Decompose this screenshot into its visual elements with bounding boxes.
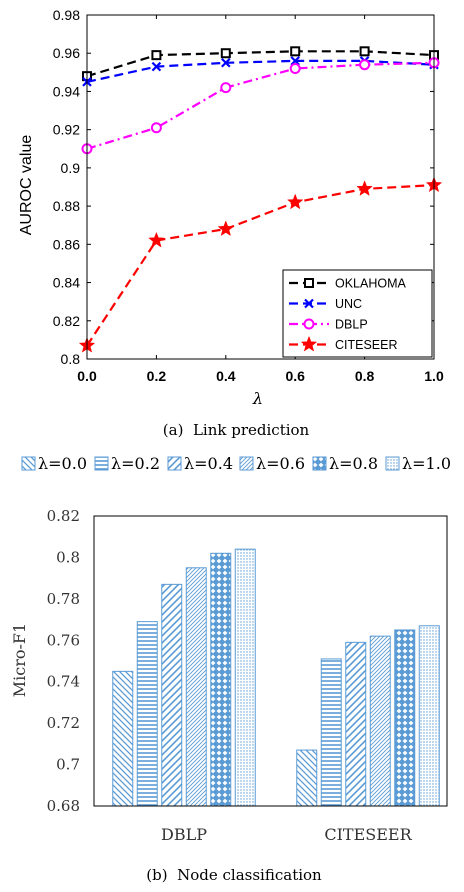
data-point-dblp bbox=[359, 59, 371, 71]
series-line-citeseer bbox=[86, 184, 435, 347]
chart-b-y-tick-label: 0.7 bbox=[56, 756, 80, 774]
legend-swatch-5 bbox=[385, 456, 400, 471]
chart-a-plot-frame bbox=[86, 14, 435, 360]
chart-a-y-tick-label: 0.94 bbox=[53, 83, 80, 99]
legend-label-lambda-4: λ=0.8 bbox=[329, 454, 378, 473]
legend-label-lambda-0: λ=0.0 bbox=[38, 454, 87, 473]
data-point-unc bbox=[290, 56, 300, 66]
chart-a-x-tick-label: 0.0 bbox=[77, 368, 97, 384]
chart-b-y-tick-label: 0.8 bbox=[56, 548, 80, 566]
legend-marker-unc bbox=[304, 298, 314, 309]
chart-a-y-tick-label: 0.92 bbox=[53, 122, 80, 138]
legend-label-dblp: DBLP bbox=[335, 318, 368, 332]
legend-label-lambda-1: λ=0.2 bbox=[111, 454, 160, 473]
chart-a-y-tick-label: 0.98 bbox=[53, 7, 80, 23]
chart-b-y-tick-label: 0.74 bbox=[47, 673, 80, 691]
data-point-oklahoma bbox=[290, 46, 301, 57]
series-line-dblp bbox=[86, 61, 435, 150]
data-point-oklahoma bbox=[359, 46, 370, 57]
chart-a-y-tick-label: 0.9 bbox=[61, 160, 81, 176]
bar-citeseer-1 bbox=[320, 658, 342, 807]
legend-label-unc: UNC bbox=[335, 297, 362, 311]
data-point-dblp bbox=[150, 122, 162, 134]
series-line-unc bbox=[86, 59, 435, 83]
chart-a-x-tick-label: 1.0 bbox=[424, 368, 444, 384]
chart-a-x-tick-label: 0.6 bbox=[285, 368, 305, 384]
chart-a-y-tick-label: 0.82 bbox=[53, 313, 80, 329]
chart-a-x-tick-label: 0.8 bbox=[355, 368, 375, 384]
chart-a-y-tick-label: 0.86 bbox=[53, 236, 80, 252]
node-classification-chart: λ=0.0 λ=0.2 λ=0.4 λ=0.6 λ=0.8 λ=1.0 0.68 0.7 0.… bbox=[10, 454, 451, 884]
chart-a-x-tick-label: 0.2 bbox=[147, 368, 167, 384]
data-point-citeseer bbox=[217, 220, 235, 237]
bar-dblp-0 bbox=[112, 670, 134, 807]
chart-a-legend: OKLAHOMA UNC DBLP CITESEER bbox=[282, 269, 433, 358]
legend-label-lambda-2: λ=0.4 bbox=[184, 454, 233, 473]
chart-b-category-label: DBLP bbox=[161, 825, 207, 844]
legend-label-oklahoma: OKLAHOMA bbox=[335, 277, 407, 291]
data-point-dblp bbox=[220, 82, 232, 94]
bar-citeseer-4 bbox=[394, 629, 416, 807]
chart-b-y-axis-label: Micro-F1 bbox=[10, 623, 29, 697]
legend-swatch-3 bbox=[239, 456, 254, 471]
data-point-citeseer bbox=[148, 231, 165, 248]
data-point-unc bbox=[151, 61, 162, 72]
data-point-oklahoma bbox=[220, 48, 231, 59]
chart-a-y-tick-label: 0.84 bbox=[53, 275, 80, 291]
chart-b-plot-frame bbox=[93, 515, 448, 807]
legend-marker-citeseer bbox=[300, 335, 318, 352]
chart-b-caption: (b) Node classification bbox=[146, 866, 322, 884]
legend-marker-dblp bbox=[303, 318, 315, 330]
chart-a-x-axis-label: λ bbox=[252, 389, 263, 408]
chart-a-y-tick-label: 0.8 bbox=[61, 351, 81, 367]
bar-dblp-2 bbox=[161, 583, 183, 807]
bar-citeseer-5 bbox=[418, 625, 440, 807]
bar-citeseer-0 bbox=[296, 749, 318, 807]
data-point-unc bbox=[221, 57, 231, 68]
chart-a-y-tick-label: 0.96 bbox=[53, 45, 80, 61]
chart-b-y-tick-label: 0.72 bbox=[47, 714, 80, 732]
data-point-dblp bbox=[289, 63, 301, 75]
chart-b-legend: λ=0.0 λ=0.2 λ=0.4 λ=0.6 λ=0.8 λ=1.0 bbox=[21, 454, 451, 473]
bar-dblp-4 bbox=[210, 552, 232, 807]
data-point-citeseer bbox=[286, 193, 304, 210]
bar-dblp-5 bbox=[234, 548, 256, 807]
legend-swatch-2 bbox=[167, 456, 182, 471]
chart-b-category-label: CITESEER bbox=[324, 825, 412, 844]
bar-dblp-3 bbox=[185, 567, 207, 807]
data-point-oklahoma bbox=[151, 50, 162, 61]
chart-a-y-tick-label: 0.88 bbox=[53, 198, 80, 214]
chart-b-y-tick-label: 0.68 bbox=[47, 797, 80, 815]
data-point-citeseer bbox=[356, 180, 373, 196]
bar-dblp-1 bbox=[136, 621, 158, 807]
legend-swatch-0 bbox=[21, 456, 36, 471]
legend-label-lambda-5: λ=1.0 bbox=[402, 454, 451, 473]
series-line-oklahoma bbox=[86, 50, 435, 78]
chart-a-caption: (a) Link prediction bbox=[163, 421, 310, 439]
legend-marker-oklahoma bbox=[304, 278, 314, 288]
link-prediction-chart: 0.8 0.82 0.84 0.86 0.88 0.9 0.92 0.94 0.96 0.98 0.… bbox=[18, 7, 444, 439]
legend-swatch-1 bbox=[94, 456, 109, 471]
legend-label-citeseer: CITESEER bbox=[335, 338, 398, 352]
legend-swatch-4 bbox=[312, 456, 327, 471]
legend-label-lambda-3: λ=0.6 bbox=[256, 454, 305, 473]
chart-a-y-axis-label: AUROC value bbox=[18, 135, 35, 236]
chart-b-y-tick-label: 0.76 bbox=[47, 631, 80, 649]
bar-citeseer-3 bbox=[369, 635, 391, 807]
bar-citeseer-2 bbox=[345, 641, 367, 807]
chart-a-x-tick-label: 0.4 bbox=[216, 368, 236, 384]
chart-b-y-tick-label: 0.82 bbox=[47, 507, 80, 525]
chart-b-y-tick-label: 0.78 bbox=[47, 590, 80, 608]
